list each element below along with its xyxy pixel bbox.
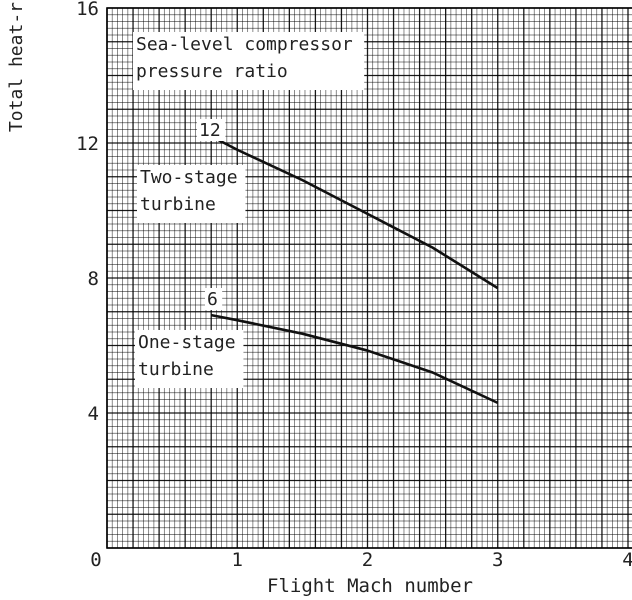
plot-border [106,7,632,549]
x-axis-label: Flight Mach number [267,575,473,597]
x-tick-label: 0 [90,549,101,571]
series-line-6 [210,313,499,405]
grid [106,7,632,549]
one-stage-label-bg [135,330,244,388]
x-tick-label: 1 [232,549,243,571]
legend-title-bg [133,32,365,90]
y-tick-label: 16 [76,0,99,20]
y-tick-label: 12 [76,133,99,155]
series-lines [210,135,499,405]
legend-title-line-1: Sea-level compressor [136,34,353,55]
two-stage-label-bg [137,165,246,223]
x-tick-label: 4 [622,549,632,571]
y-axis-label: Total heat-r [6,2,27,132]
one-stage-label-line-1: One-stage [138,332,236,353]
series-line-12 [210,135,499,290]
series-label-bg-12 [197,119,226,141]
two-stage-label-line-1: Two-stage [140,167,238,188]
two-stage-label-line-2: turbine [140,194,216,215]
one-stage-label-line-2: turbine [138,359,214,380]
y-tick-label: 4 [88,403,99,425]
legend-title-line-2: pressure ratio [136,61,288,82]
series-label-6: 6 [207,289,218,310]
x-tick-label: 3 [492,549,503,571]
series-label-12: 12 [199,120,221,141]
series-label-bg-6 [205,288,223,310]
annotations: Sea-level compressor pressure ratio Two-st… [133,32,365,388]
y-tick-label: 8 [88,268,99,290]
x-tick-label: 2 [362,549,373,571]
